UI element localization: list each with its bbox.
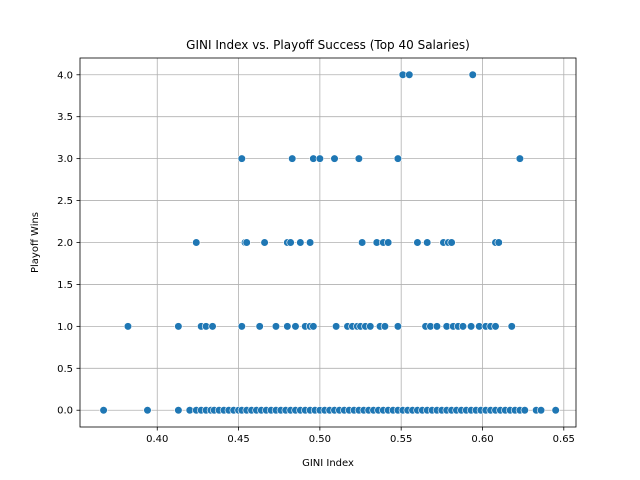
y-tick-label: 2.5 <box>57 196 73 207</box>
axis-ticks: 0.40 0.45 0.50 0.55 0.60 0.65 0.0 0.5 1.0 1.5 2.0 2… <box>57 70 575 445</box>
data-points <box>99 70 560 415</box>
data-point <box>296 238 305 247</box>
data-point <box>143 406 152 415</box>
data-point <box>551 406 560 415</box>
data-point <box>99 406 108 415</box>
data-point <box>491 322 500 331</box>
data-point <box>393 322 403 331</box>
data-point <box>384 238 393 247</box>
data-point <box>271 322 281 331</box>
data-point <box>291 322 300 331</box>
data-point <box>405 70 414 79</box>
y-axis-label: Playoff Wins <box>30 212 41 273</box>
data-point <box>174 406 183 415</box>
data-point <box>242 238 251 247</box>
data-point <box>192 238 201 247</box>
y-tick-label: 1.0 <box>57 322 73 333</box>
data-point <box>366 322 375 331</box>
data-point <box>332 322 341 331</box>
x-tick-label: 0.45 <box>227 434 249 445</box>
data-point <box>237 322 246 331</box>
x-tick-label: 0.40 <box>146 434 168 445</box>
data-point <box>515 154 524 163</box>
data-point <box>458 322 468 331</box>
data-point <box>393 154 403 163</box>
data-point <box>288 154 297 163</box>
data-point <box>467 322 476 331</box>
x-tick-label: 0.50 <box>309 434 331 445</box>
data-point <box>413 238 422 247</box>
y-tick-label: 1.5 <box>57 280 73 291</box>
data-point <box>174 322 183 331</box>
y-tick-label: 0.5 <box>57 364 73 375</box>
data-point <box>208 322 217 331</box>
x-axis-label: GINI Index <box>302 458 354 469</box>
x-tick-label: 0.55 <box>390 434 412 445</box>
data-point <box>123 322 133 331</box>
chart-title: GINI Index vs. Playoff Success (Top 40 S… <box>186 38 470 52</box>
data-point <box>432 322 442 331</box>
data-point <box>358 238 367 247</box>
data-point <box>423 238 432 247</box>
x-tick-label: 0.65 <box>553 434 575 445</box>
data-point <box>494 238 503 247</box>
data-point <box>520 406 529 415</box>
data-point <box>447 238 456 247</box>
data-point <box>507 322 516 331</box>
data-point <box>283 322 292 331</box>
y-tick-label: 3.0 <box>57 154 73 165</box>
data-point <box>536 406 546 415</box>
data-point <box>306 238 315 247</box>
data-point <box>380 322 390 331</box>
data-point <box>468 70 477 79</box>
data-point <box>260 238 269 247</box>
data-point <box>255 322 264 331</box>
y-tick-label: 2.0 <box>57 238 73 249</box>
data-point <box>330 154 339 163</box>
data-point <box>237 154 246 163</box>
data-point <box>286 238 295 247</box>
x-tick-label: 0.60 <box>471 434 493 445</box>
y-tick-label: 3.5 <box>57 112 73 123</box>
data-point <box>309 322 318 331</box>
y-tick-label: 0.0 <box>57 406 73 417</box>
data-point <box>315 154 324 163</box>
y-tick-label: 4.0 <box>57 70 73 81</box>
data-point <box>354 154 363 163</box>
